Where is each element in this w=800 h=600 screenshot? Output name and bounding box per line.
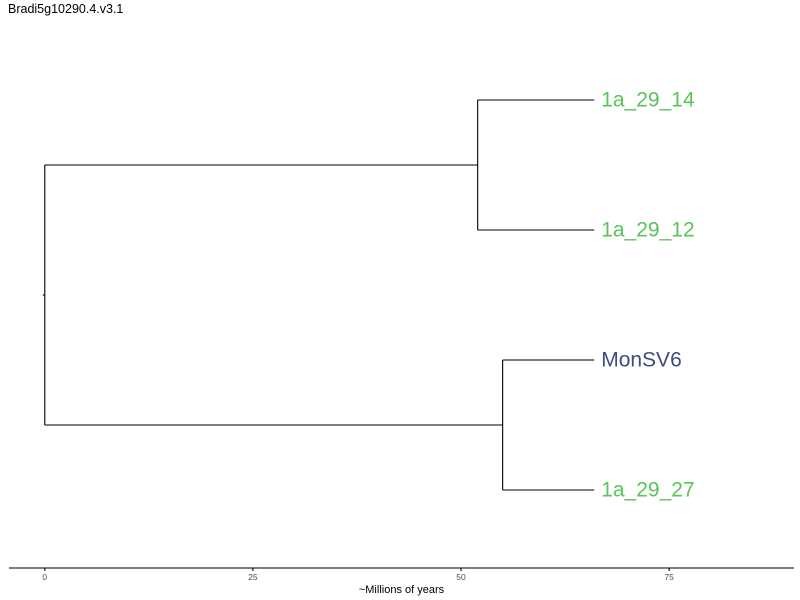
x-tick-label-50: 50 xyxy=(456,572,466,582)
x-axis-ticks: 0 25 50 75 xyxy=(42,568,674,582)
x-axis-title: ~Millions of years xyxy=(359,584,445,596)
tip-label-1a_29_12: 1a_29_12 xyxy=(601,219,694,242)
page-title: Bradi5g10290.4.v3.1 xyxy=(8,2,124,16)
x-tick-label-0: 0 xyxy=(42,572,47,582)
tip-label-1a_29_14: 1a_29_14 xyxy=(601,89,695,112)
x-axis: 0 25 50 75 ~Millions of years xyxy=(9,567,794,596)
tip-labels: 1a_29_14 1a_29_12 MonSV6 1a_29_27 xyxy=(601,89,695,502)
x-tick-label-25: 25 xyxy=(248,572,258,582)
x-tick-label-75: 75 xyxy=(664,572,674,582)
tip-label-MonSV6: MonSV6 xyxy=(601,349,682,372)
tip-label-1a_29_27: 1a_29_27 xyxy=(601,479,694,502)
tree-branches xyxy=(42,99,595,491)
